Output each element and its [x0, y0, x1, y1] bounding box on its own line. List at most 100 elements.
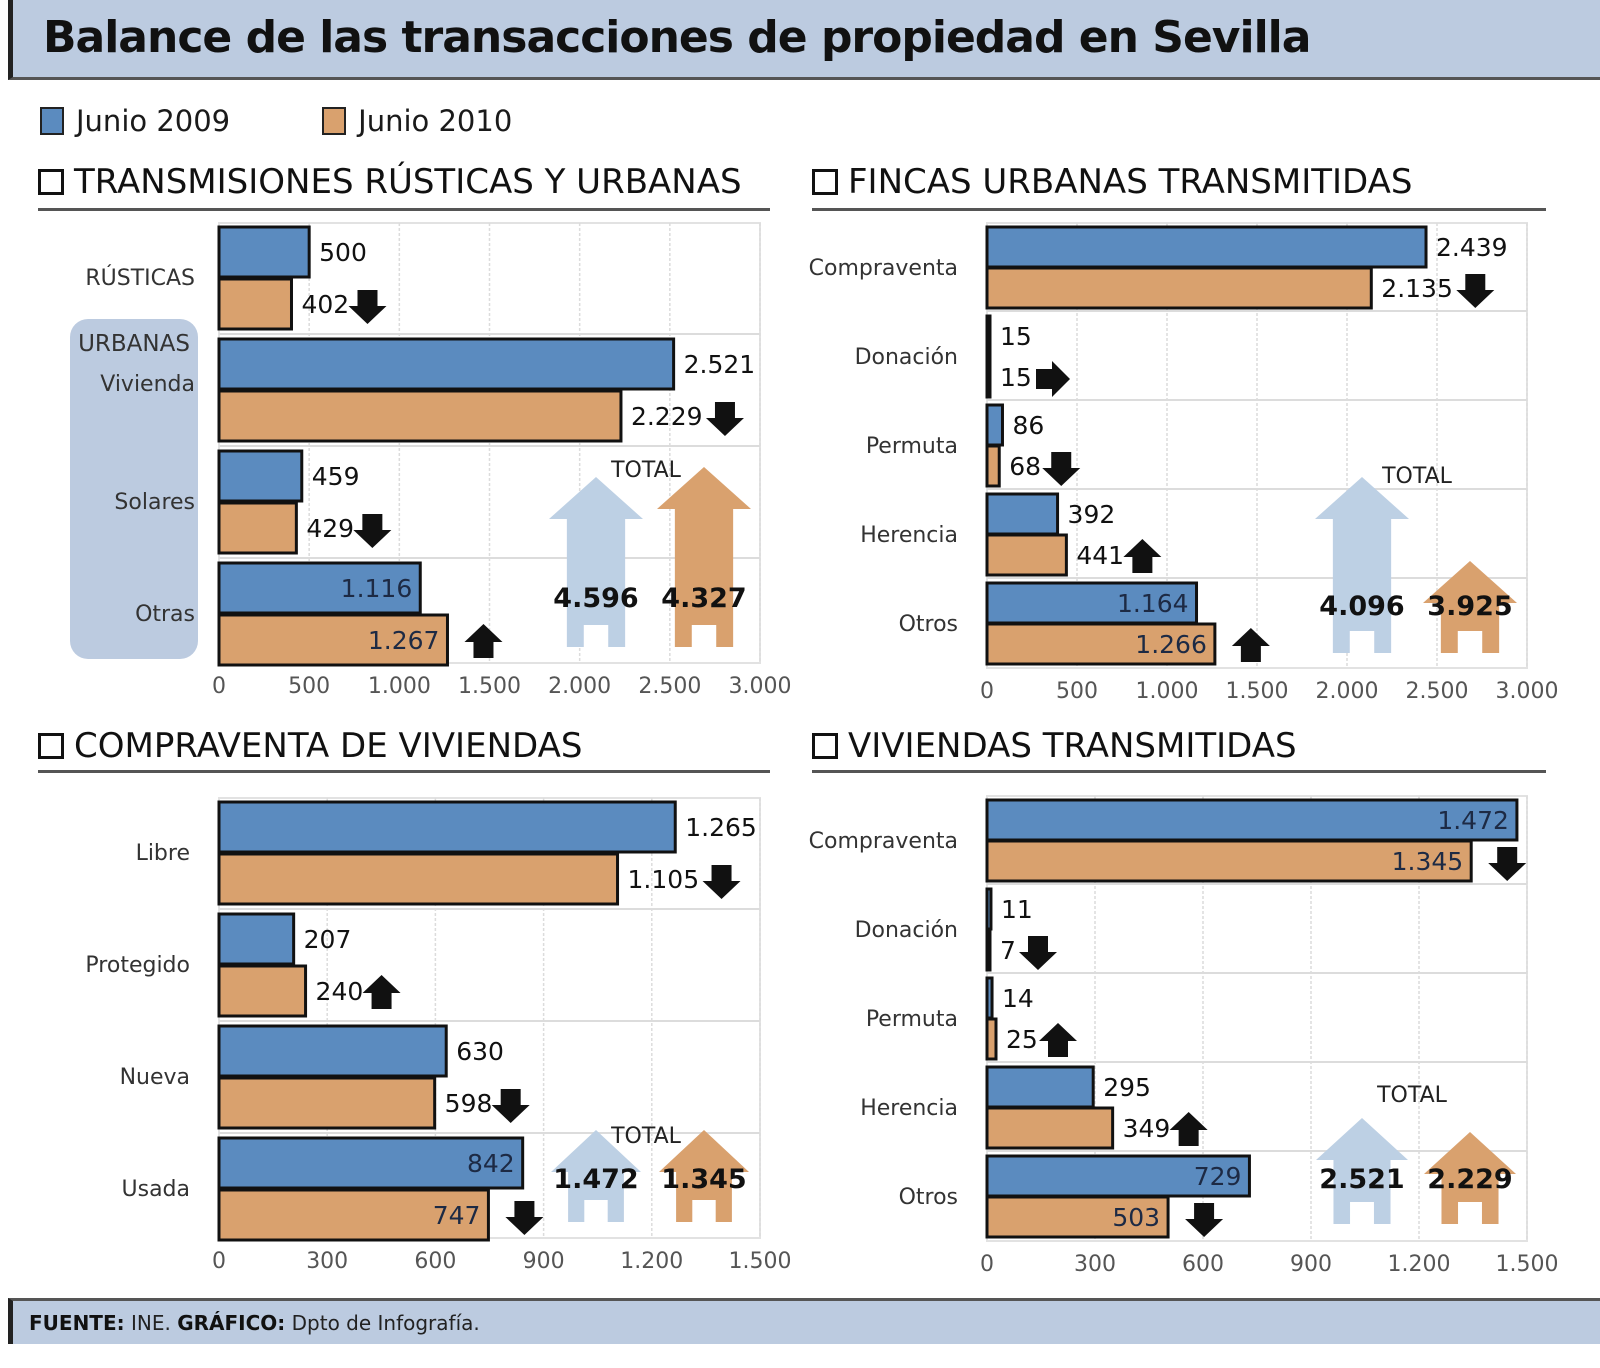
trend-arrow — [353, 514, 392, 548]
x-tick-label: 1.500 — [729, 1249, 792, 1274]
x-tick-label: 3.000 — [1496, 679, 1559, 704]
category-label: Donación — [855, 345, 958, 370]
trend-arrow — [1488, 847, 1527, 881]
bar-2009 — [985, 492, 1060, 536]
arrow-up-icon — [1039, 1023, 1077, 1057]
value-label-2010: 2.229 — [631, 402, 703, 431]
total-arrow-2010-icon — [1424, 1132, 1516, 1224]
checkbox-square-icon — [812, 169, 838, 195]
value-label-2009: 1.164 — [1117, 589, 1189, 618]
category-label: Solares — [114, 490, 195, 515]
category-label: Permuta — [866, 1007, 958, 1032]
bar-2010 — [985, 1106, 1115, 1150]
value-label-2010: 1.266 — [1135, 630, 1207, 659]
category-label: Donación — [855, 918, 958, 943]
value-label-2009: 2.521 — [684, 350, 756, 379]
value-label-2010: 7 — [1000, 936, 1016, 965]
chart-fincas-urbanas: 0 500 1.000 1.500 2.000 2.500 3.000 Compraventa… — [809, 222, 1558, 704]
bar-2010 — [985, 266, 1373, 310]
bar-2009 — [217, 1024, 448, 1078]
arrow-down-icon — [491, 1089, 530, 1123]
bar-2009 — [217, 800, 677, 854]
value-label-2009: 1.116 — [341, 574, 413, 603]
x-tick-label: 0 — [980, 679, 994, 704]
value-label-2010: 1.267 — [368, 626, 440, 655]
category-label: Compraventa — [809, 829, 958, 854]
arrow-down-icon — [1488, 847, 1527, 881]
trend-arrow — [1456, 274, 1495, 308]
arrow-down-icon — [1456, 274, 1495, 308]
bar-2009 — [985, 225, 1428, 269]
x-tick-label: 300 — [306, 1249, 348, 1274]
x-tick-label: 2.500 — [638, 674, 701, 699]
total-value-2009: 4.596 — [553, 583, 638, 614]
x-tick-label: 500 — [1056, 679, 1098, 704]
x-tick-label: 1.000 — [1136, 679, 1199, 704]
x-tick-label: 900 — [523, 1249, 565, 1274]
value-label-2009: 2.439 — [1436, 233, 1508, 262]
panel-title-text: VIVIENDAS TRANSMITIDAS — [848, 726, 1297, 766]
trend-arrow — [1169, 1112, 1208, 1146]
value-label-2010: 240 — [316, 977, 364, 1006]
value-label-2009: 15 — [1000, 322, 1032, 351]
x-tick-label: 0 — [212, 1249, 226, 1274]
divider — [812, 208, 1546, 211]
value-label-2010: 25 — [1006, 1025, 1038, 1054]
arrow-down-icon — [1185, 1203, 1224, 1237]
bar-2009 — [217, 449, 304, 503]
value-label-2009: 14 — [1002, 984, 1034, 1013]
graphic-value: Dpto de Infografía. — [291, 1311, 480, 1335]
divider — [38, 770, 770, 773]
bar-2010 — [985, 1017, 998, 1061]
bar-2010 — [985, 1195, 1170, 1239]
trend-arrow — [1039, 1023, 1077, 1057]
value-label-2010: 2.135 — [1381, 274, 1453, 303]
bar-2010 — [985, 839, 1473, 883]
bar-2010 — [217, 964, 308, 1018]
arrow-up-icon — [1169, 1112, 1208, 1146]
category-label: Compraventa — [809, 256, 958, 281]
value-label-2009: 842 — [467, 1149, 515, 1178]
total-value-2009: 4.096 — [1319, 591, 1404, 622]
total-arrow-2009-icon — [551, 1130, 641, 1222]
total-value-2010: 4.327 — [661, 583, 746, 614]
bar-2010 — [217, 852, 620, 906]
footer-credits: FUENTE: INE. GRÁFICO: Dpto de Infografía… — [8, 1298, 1600, 1344]
value-label-2009: 295 — [1103, 1073, 1151, 1102]
legend-swatch-2009 — [40, 107, 64, 135]
bar-2009 — [217, 1136, 525, 1190]
value-label-2010: 747 — [433, 1201, 481, 1230]
checkbox-square-icon — [38, 169, 64, 195]
trend-arrow — [362, 975, 401, 1009]
bar-2010 — [985, 622, 1217, 666]
bar-2009 — [985, 976, 994, 1020]
x-tick-label: 3.000 — [729, 674, 792, 699]
arrow-up-icon — [1123, 539, 1162, 573]
trend-arrow — [702, 865, 741, 899]
source-value: INE. — [130, 1311, 171, 1335]
source-label: FUENTE: — [29, 1311, 125, 1335]
bar-2009 — [217, 337, 676, 391]
legend: Junio 2009 Junio 2010 — [40, 104, 512, 138]
bar-2010 — [217, 389, 623, 443]
total-value-2010: 3.925 — [1427, 591, 1512, 622]
value-label-2010: 1.105 — [628, 865, 700, 894]
value-label-2010: 429 — [306, 514, 354, 543]
divider — [38, 208, 770, 211]
trend-arrow — [348, 290, 387, 324]
trend-arrow — [1036, 361, 1070, 397]
arrow-down-icon — [1042, 452, 1081, 486]
title-banner: Balance de las transacciones de propieda… — [8, 0, 1600, 80]
group-label-urbanas: URBANAS — [78, 331, 190, 357]
bar-2010 — [217, 501, 298, 555]
value-label-2009: 207 — [304, 925, 352, 954]
category-label: Herencia — [860, 523, 958, 548]
bar-2010 — [217, 1188, 490, 1242]
legend-label-2010: Junio 2010 — [358, 104, 513, 138]
chart-viviendas-transmitidas: 0 300 600 900 1.200 1.500 Compraventa 1.472 1.34… — [809, 795, 1558, 1277]
bar-2009 — [985, 403, 1004, 447]
value-label-2010: 1.345 — [1392, 847, 1464, 876]
arrow-down-icon — [702, 865, 741, 899]
x-tick-label: 600 — [414, 1249, 456, 1274]
trend-arrow — [1231, 628, 1270, 662]
